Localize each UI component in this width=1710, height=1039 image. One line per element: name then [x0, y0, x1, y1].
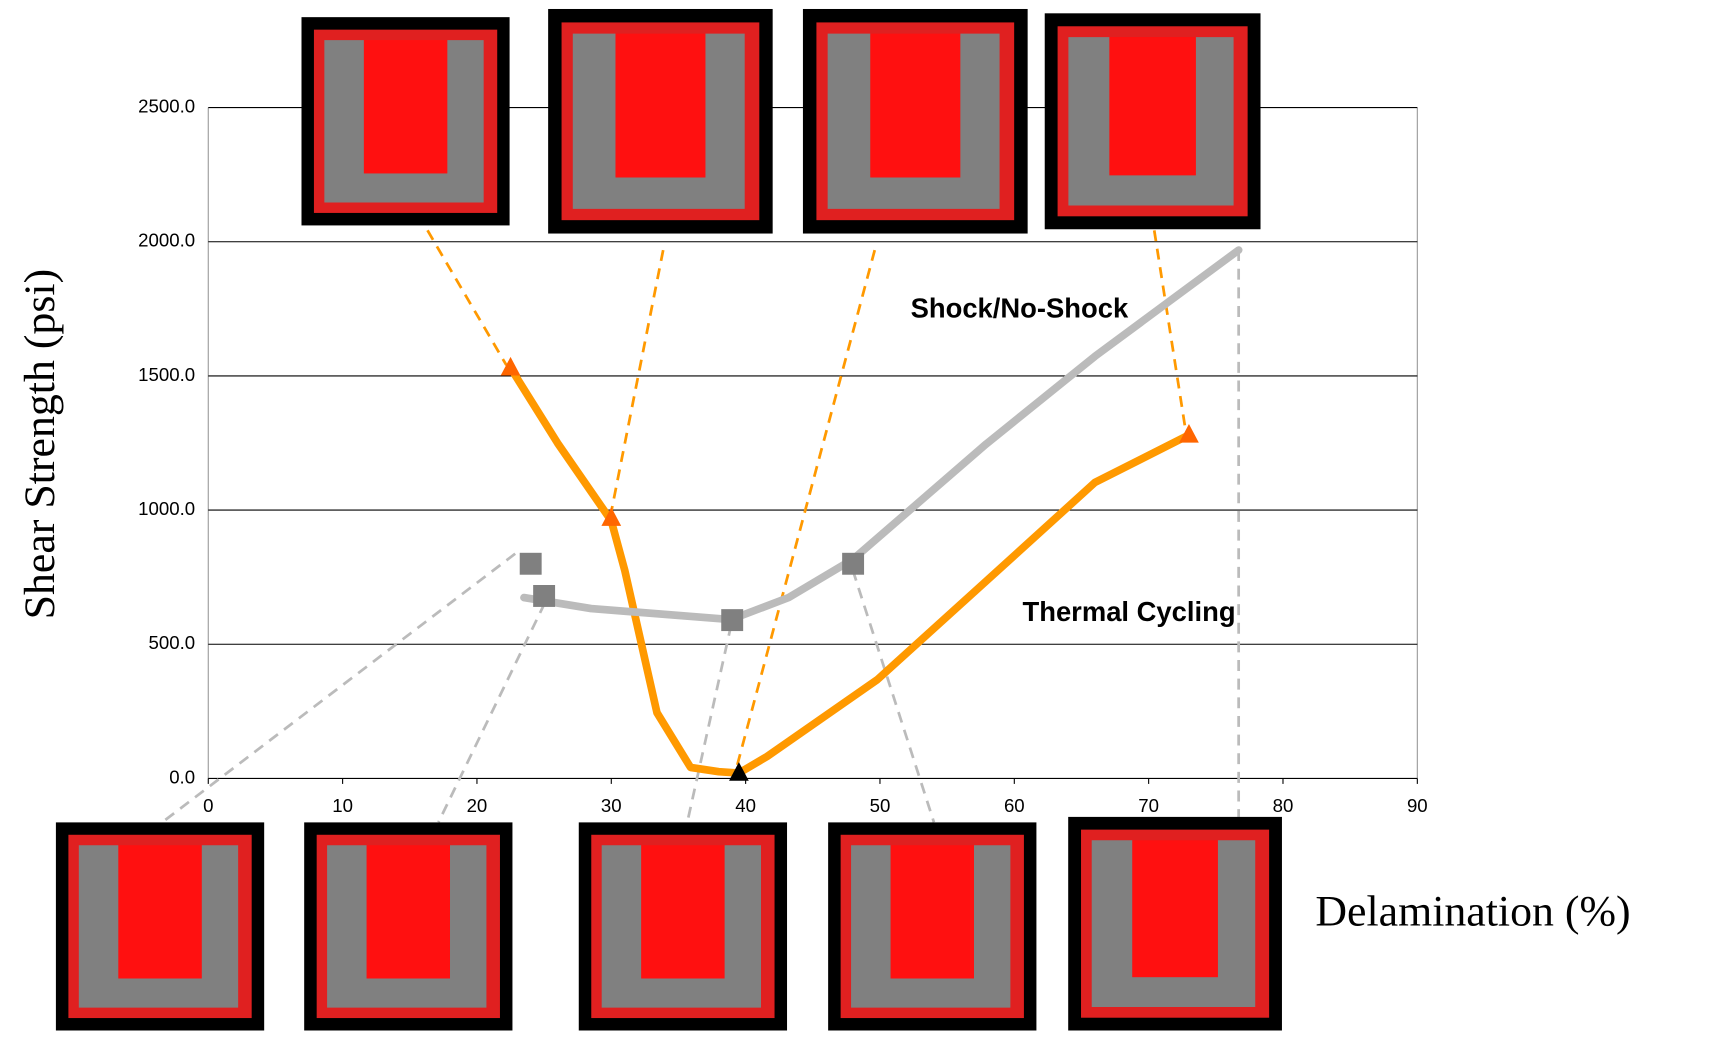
scan-image — [301, 17, 509, 225]
scan-images — [56, 9, 1282, 1031]
connector — [687, 625, 731, 822]
connector — [611, 250, 664, 515]
x-tick-label: 50 — [870, 795, 891, 816]
scan-image — [1045, 13, 1261, 229]
x-tick-label: 80 — [1273, 795, 1294, 816]
x-axis-title: Delamination (%) — [1315, 888, 1630, 936]
y-tick-label: 1500.0 — [138, 364, 195, 385]
scan-image — [803, 9, 1028, 234]
marker — [520, 553, 542, 575]
x-tick-label: 90 — [1407, 795, 1428, 816]
x-tick-label: 20 — [467, 795, 488, 816]
marker — [721, 609, 743, 631]
x-tick-label: 0 — [203, 795, 213, 816]
page: {"chart_data": {"type": "line", "x_label… — [0, 0, 1710, 1039]
connector — [853, 570, 934, 822]
series-label: Shock/No-Shock — [911, 293, 1129, 324]
scan-image — [56, 822, 264, 1030]
scan-image — [579, 822, 787, 1030]
connector — [428, 230, 507, 365]
x-tick-label: 40 — [735, 795, 756, 816]
connector — [162, 554, 515, 823]
scan-image — [304, 822, 512, 1030]
y-tick-label: 1000.0 — [138, 498, 195, 519]
chart: 0.0 500.0 1000.0 1500.0 2000.0 2500.0 0 10 20 30 4… — [0, 0, 1710, 1034]
connector — [438, 603, 544, 822]
x-tick-label: 30 — [601, 795, 622, 816]
scan-image — [1068, 817, 1282, 1031]
connector — [1154, 230, 1186, 433]
x-tick-label: 60 — [1004, 795, 1025, 816]
x-tick-label: 70 — [1138, 795, 1159, 816]
y-axis-title: Shear Strength (psi) — [16, 269, 64, 620]
marker — [533, 585, 555, 607]
y-tick-label: 500.0 — [149, 632, 196, 653]
y-tick-label: 2500.0 — [138, 96, 195, 117]
marker — [842, 553, 864, 575]
series-layer: Shock/No-Shock Thermal Cycling — [501, 250, 1239, 781]
connector — [737, 250, 875, 767]
marker — [1179, 424, 1199, 443]
scan-image — [828, 822, 1036, 1030]
series-label: Thermal Cycling — [1022, 596, 1235, 627]
y-tick-label: 2000.0 — [138, 230, 195, 251]
series-line — [524, 250, 1239, 620]
x-tick-label: 10 — [332, 795, 353, 816]
scan-image — [548, 9, 773, 234]
y-tick-label: 0.0 — [169, 766, 195, 787]
